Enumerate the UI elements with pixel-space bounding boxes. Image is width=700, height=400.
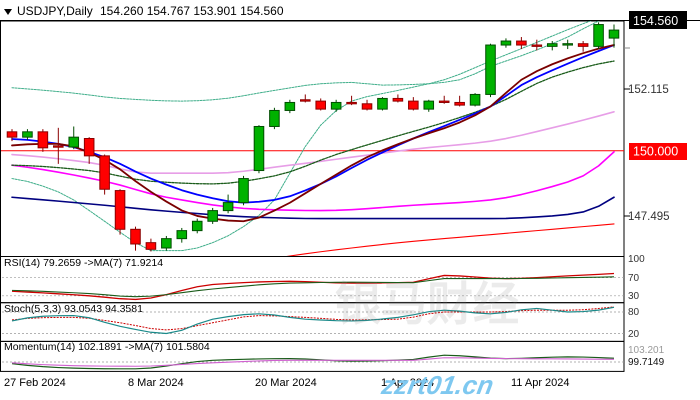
svg-text:RSI(14) 79.2659 ->MA(7) 71.92: RSI(14) 79.2659 ->MA(7) 71.9214 bbox=[4, 257, 163, 269]
svg-text:27 Feb 2024: 27 Feb 2024 bbox=[4, 377, 66, 389]
svg-text:154.560: 154.560 bbox=[633, 14, 678, 28]
svg-text:99.7149: 99.7149 bbox=[628, 357, 665, 368]
svg-text:8 Mar 2024: 8 Mar 2024 bbox=[128, 377, 184, 389]
svg-text:80: 80 bbox=[628, 307, 640, 318]
svg-text:USDJPY,Daily: USDJPY,Daily bbox=[17, 4, 93, 18]
svg-text:100: 100 bbox=[628, 254, 645, 265]
svg-text:30: 30 bbox=[628, 291, 640, 302]
svg-text:20 Mar 2024: 20 Mar 2024 bbox=[255, 377, 317, 389]
svg-text:11 Apr 2024: 11 Apr 2024 bbox=[511, 377, 570, 389]
svg-text:Stoch(5,3,3) 93.0543 94.3581: Stoch(5,3,3) 93.0543 94.3581 bbox=[4, 303, 143, 315]
svg-text:zzrt01.cn: zzrt01.cn bbox=[378, 370, 495, 400]
svg-text:Momentum(14) 102.1891 ->MA(7): Momentum(14) 102.1891 ->MA(7) 101.5804 bbox=[4, 341, 210, 353]
svg-text:152.115: 152.115 bbox=[628, 84, 669, 96]
svg-text:150.000: 150.000 bbox=[633, 145, 678, 159]
svg-text:70: 70 bbox=[628, 273, 640, 284]
svg-text:154.260 154.767 153.901 154.56: 154.260 154.767 153.901 154.560 bbox=[100, 4, 284, 18]
svg-text:20: 20 bbox=[628, 329, 640, 340]
svg-text:银马财经: 银马财经 bbox=[335, 278, 519, 330]
svg-text:147.495: 147.495 bbox=[628, 211, 670, 223]
svg-text:103.201: 103.201 bbox=[628, 345, 665, 356]
